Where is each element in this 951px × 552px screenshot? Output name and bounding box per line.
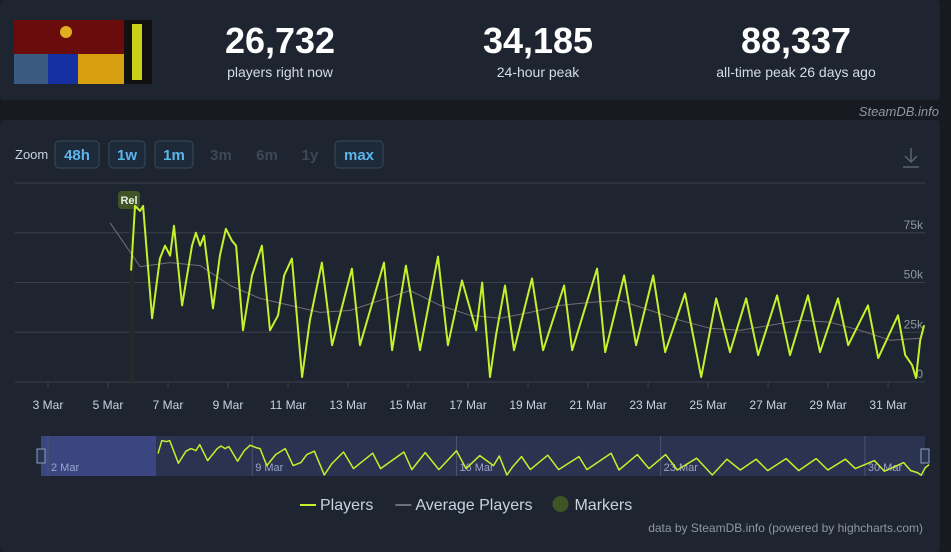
zoom-button-text: 3m (210, 147, 232, 164)
zoom-button[interactable]: 1w (108, 140, 146, 169)
zoom-button: 1y (302, 147, 319, 164)
zoom-button[interactable]: 1m (154, 140, 194, 169)
navigator-handle-box (920, 448, 930, 464)
zoom-button-text: 48h (64, 147, 90, 164)
stats-panel: 26,732 players right now 34,185 24-hour pe… (0, 0, 940, 100)
y-tick-label: 75k (904, 218, 924, 232)
zoom-button-frame (154, 140, 194, 169)
zoom-button-frame (108, 140, 146, 169)
navigator-handle-box (36, 448, 46, 464)
zoom-button: 3m (210, 147, 232, 164)
marker-box (118, 191, 141, 209)
x-tick-label: 15 Mar (389, 398, 426, 412)
navigator-tick-label: 2 Mar (51, 462, 79, 474)
x-tick-label: 29 Mar (809, 398, 846, 412)
zoom-button[interactable]: max (334, 140, 384, 169)
x-tick-label: 13 Mar (329, 398, 366, 412)
x-tick-label: 31 Mar (869, 398, 906, 412)
download-icon[interactable] (903, 148, 919, 168)
stat-value: 26,732 (224, 20, 336, 61)
legend-item[interactable]: Markers (552, 496, 632, 514)
marker[interactable]: Rel (118, 191, 141, 209)
marker-band (129, 205, 135, 382)
y-tick-label: 25k (904, 317, 924, 331)
stat-label: all-time peak 26 days ago (716, 64, 876, 80)
zoom-button: 6m (256, 147, 278, 164)
game-banner[interactable] (14, 20, 154, 90)
zoom-button-frame (54, 140, 100, 169)
x-tick-label: 25 Mar (689, 398, 726, 412)
series-line (130, 204, 926, 379)
y-tick-label: 0 (916, 367, 923, 381)
navigator-handle[interactable] (36, 448, 46, 464)
navigator-tick-label: 30 Mar (868, 462, 903, 474)
navigator-bg (41, 436, 925, 476)
legend-item[interactable]: Players (300, 497, 373, 514)
stat: 26,732 players right now (150, 20, 410, 81)
stat-value: 88,337 (740, 20, 852, 61)
legend-swatch (552, 496, 569, 512)
x-tick-label: 5 Mar (93, 398, 124, 412)
series-line (109, 222, 921, 341)
stat-label: players right now (227, 64, 333, 80)
zoom-button-text: max (344, 147, 375, 164)
stat: 34,185 24-hour peak (408, 20, 668, 81)
x-tick-label: 21 Mar (569, 398, 606, 412)
x-tick-label: 23 Mar (629, 398, 666, 412)
zoom-button-frame (334, 140, 384, 169)
y-tick-label: 50k (904, 268, 924, 282)
x-tick-label: 7 Mar (153, 398, 184, 412)
legend-item[interactable]: Average Players (395, 497, 532, 514)
x-tick-label: 19 Mar (509, 398, 546, 412)
navigator-line (157, 439, 930, 476)
zoom-button[interactable]: 48h (54, 140, 100, 169)
legend-label: Average Players (415, 497, 532, 514)
brand[interactable]: SteamDB.info (858, 104, 939, 119)
stat-value: 34,185 (482, 20, 594, 61)
zoom-button-text: 6m (256, 147, 278, 164)
zoom-button-text: 1y (302, 147, 319, 164)
legend-label: Players (320, 497, 373, 514)
x-tick-label: 3 Mar (33, 398, 64, 412)
legend-label: Markers (574, 497, 632, 514)
x-tick-label: 17 Mar (449, 398, 486, 412)
navigator-tick-label: 9 Mar (255, 462, 283, 474)
x-tick-label: 11 Mar (270, 398, 306, 412)
credit: data by SteamDB.info (powered by highcha… (648, 521, 923, 535)
zoom-label: Zoom (15, 147, 48, 162)
chart-panel (0, 120, 940, 552)
x-tick-label: 9 Mar (213, 398, 244, 412)
x-tick-label: 27 Mar (749, 398, 786, 412)
zoom-button-text: 1w (117, 147, 137, 164)
stat-label: 24-hour peak (496, 64, 580, 80)
navigator-tick-label: 16 Mar (459, 462, 494, 474)
navigator-handle[interactable] (920, 448, 930, 464)
zoom-button-text: 1m (163, 147, 185, 164)
stat: 88,337 all-time peak 26 days ago (666, 20, 926, 81)
navigator-window (41, 436, 156, 476)
marker-label: Rel (120, 195, 137, 207)
